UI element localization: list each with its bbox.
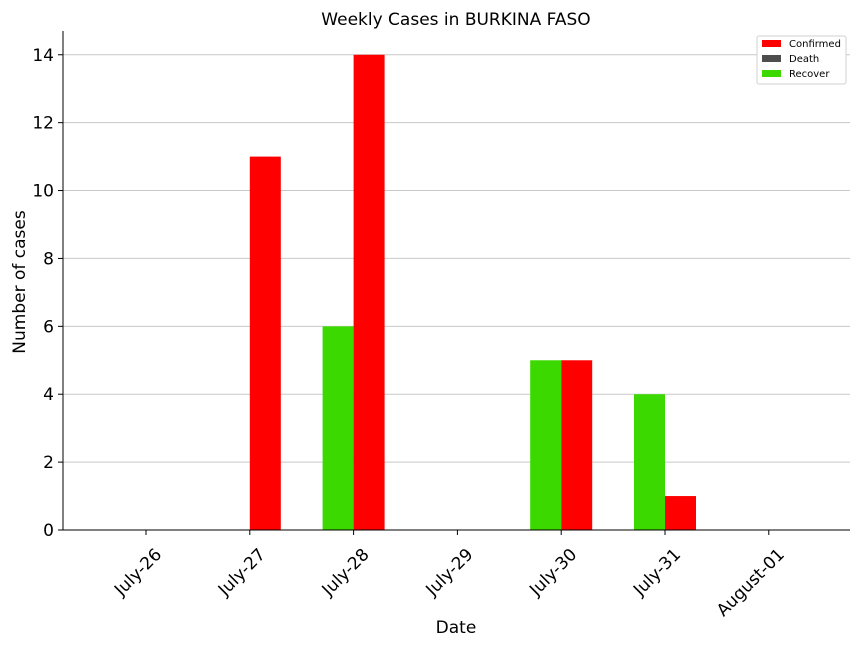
y-tick-label: 6 — [43, 317, 54, 337]
x-tick-label: August-01 — [713, 545, 789, 621]
y-tick-label: 14 — [32, 46, 54, 66]
bar-recover — [530, 360, 562, 530]
bar-confirmed — [561, 360, 593, 530]
legend-swatch — [762, 40, 781, 47]
legend-label: Recover — [789, 69, 830, 80]
chart-title: Weekly Cases in BURKINA FASO — [321, 10, 590, 30]
bar-confirmed — [665, 496, 696, 530]
legend-label: Confirmed — [789, 39, 841, 50]
legend-swatch — [762, 70, 781, 77]
bar-recover — [322, 326, 354, 530]
legend-swatch — [762, 55, 781, 62]
bar-confirmed — [249, 156, 281, 530]
x-tick-label: July-30 — [525, 545, 581, 601]
x-ticks: July-26 July-27 July-28 July-29 July-30 July-… — [110, 530, 789, 621]
bars — [249, 54, 696, 531]
bar-recover — [634, 394, 665, 530]
x-tick-label: July-26 — [110, 545, 166, 601]
y-tick-label: 0 — [43, 521, 54, 541]
x-tick-label: July-27 — [214, 545, 270, 601]
x-tick-label: July-31 — [629, 545, 685, 601]
x-tick-label: July-28 — [318, 545, 374, 601]
y-ticks: 0 2 4 6 8 10 12 14 — [32, 46, 63, 541]
y-axis-label: Number of cases — [10, 210, 30, 354]
legend-label: Death — [789, 54, 819, 65]
y-tick-label: 2 — [43, 453, 54, 473]
x-axis-label: Date — [436, 618, 477, 638]
bar-confirmed — [353, 54, 385, 531]
legend: Confirmed Death Recover — [756, 35, 847, 85]
y-tick-label: 8 — [43, 249, 54, 269]
gridlines — [63, 54, 850, 463]
y-tick-label: 4 — [43, 385, 54, 405]
y-tick-label: 10 — [32, 182, 54, 202]
axes — [62, 31, 850, 531]
y-tick-label: 12 — [32, 114, 54, 134]
x-tick-label: July-29 — [422, 545, 478, 601]
